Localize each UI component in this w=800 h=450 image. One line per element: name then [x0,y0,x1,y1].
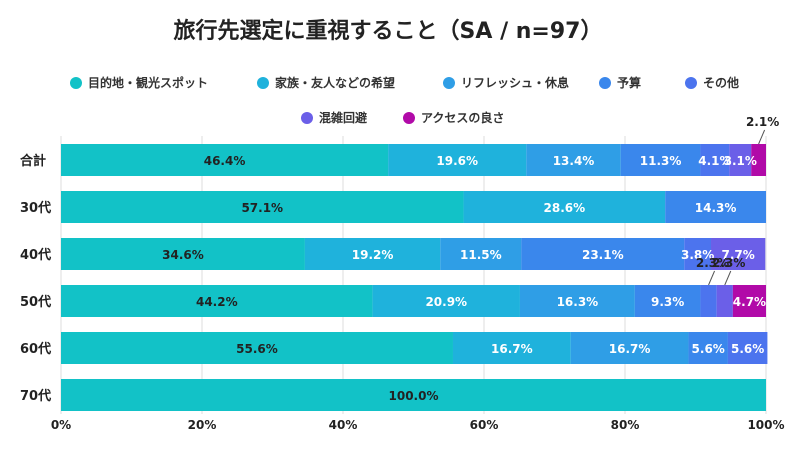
category-label: 40代 [20,247,51,263]
data-label: 19.6% [436,154,478,168]
data-label: 2.1% [746,115,779,129]
x-axis-ticks: 0% 20% 40% 60% 80% 100% [51,418,785,432]
legend-label: 家族・友人などの希望 [275,75,395,90]
data-label: 20.9% [425,295,467,309]
category-label: 30代 [20,200,51,216]
category-label: 50代 [20,294,51,310]
data-label: 5.6% [692,342,725,356]
bar-segment [688,332,728,364]
legend-swatch [70,77,82,89]
data-label: 7.7% [722,248,755,262]
bar-segment [700,285,717,317]
data-label: 9.3% [651,295,684,309]
data-label: 3.8% [681,248,714,262]
bar-segment [751,144,766,176]
data-label: 34.6% [162,248,204,262]
data-label: 4.1% [698,154,731,168]
category-label: 60代 [20,341,51,357]
bar-segment [463,191,666,223]
legend-label: 混雑回避 [319,110,367,125]
data-label: 55.6% [236,342,278,356]
data-label: 4.7% [733,295,766,309]
bar-segment [620,144,701,176]
bar-segment [732,285,766,317]
chart-title: 旅行先選定に重視すること（SA / n=97） [174,18,603,44]
legend-swatch [403,112,415,124]
bar-segment [700,144,730,176]
data-label: 16.3% [557,295,599,309]
legend-label: 予算 [617,75,641,90]
data-label: 11.3% [640,154,682,168]
data-label: 44.2% [196,295,238,309]
bar-segment [727,332,768,364]
data-label: 2.3% [696,256,729,270]
bar-segment [711,238,766,270]
data-label: 16.7% [491,342,533,356]
x-tick-label: 20% [188,418,217,432]
bar-segment [634,285,701,317]
bar-segment [440,238,522,270]
bar-segment [665,191,766,223]
legend-label: アクセスの良さ [421,110,504,125]
bar-segment [716,285,733,317]
bar-segment [61,144,389,176]
data-label: 13.4% [553,154,595,168]
data-label: 2.3% [712,256,745,270]
bar-segment [61,238,305,270]
data-label: 3.1% [724,154,757,168]
bar-segment [684,238,712,270]
data-label: 57.1% [241,201,283,215]
bar-segment [304,238,441,270]
legend-swatch [443,77,455,89]
x-tick-label: 80% [611,418,640,432]
bar-segment [519,285,635,317]
legend-swatch [257,77,269,89]
bars: 46.4% 19.6% 13.4% 11.3% 4.1%3.1% 2.1% 57.1% 28.… [61,115,779,411]
data-label: 19.2% [352,248,394,262]
x-tick-label: 100% [747,418,784,432]
x-tick-label: 60% [470,418,499,432]
bar-segment [526,144,621,176]
data-label: 23.1% [582,248,624,262]
data-label: 14.3% [695,201,737,215]
y-axis-categories: 合計 30代 40代 50代 60代 70代 [20,153,51,404]
category-label: 合計 [20,153,46,169]
leader-line [708,270,716,286]
bar-segment [452,332,571,364]
data-label: 46.4% [204,154,246,168]
data-label: 16.7% [609,342,651,356]
category-label: 70代 [20,388,51,404]
legend-label: その他 [703,75,739,90]
data-label: 28.6% [544,201,586,215]
gridlines [60,136,767,414]
bar-segment [61,332,453,364]
data-label: 11.5% [460,248,502,262]
bar-segment [729,144,752,176]
bar-segment [570,332,689,364]
legend-label: リフレッシュ・休息 [461,75,569,90]
legend-swatch [685,77,697,89]
bar-segment [388,144,527,176]
data-label: 100.0% [389,389,439,403]
leader-line [724,270,732,286]
leader-line [758,129,766,145]
legend-swatch [301,112,313,124]
legend-swatch [599,77,611,89]
bar-segment [61,191,464,223]
data-label: 5.6% [731,342,764,356]
x-tick-label: 0% [51,418,71,432]
x-tick-label: 40% [329,418,358,432]
bar-segment [372,285,520,317]
bar-segment [521,238,685,270]
bar-segment [61,379,766,411]
bar-segment [61,285,373,317]
legend-label: 目的地・観光スポット [88,75,208,90]
